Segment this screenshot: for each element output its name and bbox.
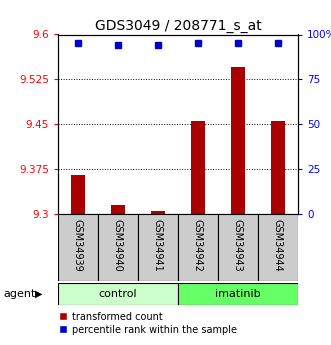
Bar <box>258 214 298 281</box>
Bar <box>58 283 178 305</box>
Text: GSM34941: GSM34941 <box>153 219 163 272</box>
Text: control: control <box>99 289 137 299</box>
Bar <box>111 205 125 214</box>
Bar <box>138 214 178 281</box>
Text: GSM34943: GSM34943 <box>233 219 243 272</box>
Bar <box>271 121 285 214</box>
Title: GDS3049 / 208771_s_at: GDS3049 / 208771_s_at <box>95 19 261 33</box>
Text: GSM34942: GSM34942 <box>193 219 203 272</box>
Bar <box>58 214 98 281</box>
Bar <box>178 214 218 281</box>
Text: ▶: ▶ <box>35 289 42 299</box>
Bar <box>151 211 165 214</box>
Text: GSM34944: GSM34944 <box>273 219 283 272</box>
Bar <box>71 175 85 214</box>
Bar <box>98 214 138 281</box>
Text: agent: agent <box>3 289 36 299</box>
Bar <box>218 214 258 281</box>
Text: GSM34939: GSM34939 <box>73 219 83 272</box>
Legend: transformed count, percentile rank within the sample: transformed count, percentile rank withi… <box>56 308 241 338</box>
Bar <box>191 121 205 214</box>
Bar <box>178 283 298 305</box>
Text: imatinib: imatinib <box>215 289 261 299</box>
Bar <box>231 67 245 214</box>
Text: GSM34940: GSM34940 <box>113 219 123 272</box>
